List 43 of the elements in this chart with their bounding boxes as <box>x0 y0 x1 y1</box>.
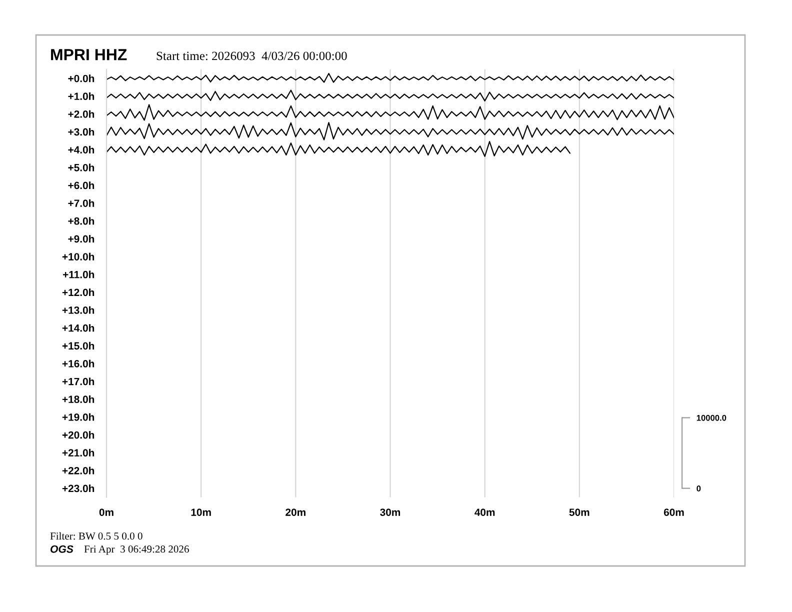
chart-title: MPRI HHZ <box>51 49 127 60</box>
y-tick-label: +4.0h <box>68 146 94 154</box>
y-tick-label: +3.0h <box>68 128 94 136</box>
y2-tick-label: 0 <box>696 486 701 492</box>
y-tick-label: +19.0h <box>62 413 94 421</box>
y-tick-label: +8.0h <box>68 217 94 225</box>
x-tick-label: 60m <box>664 508 684 516</box>
y-tick-label: +22.0h <box>62 466 94 474</box>
x-tick-label: 30m <box>380 508 400 516</box>
line-series <box>106 72 674 83</box>
x-tick-label: 50m <box>569 508 590 516</box>
x-tick-label: 10m <box>191 508 211 516</box>
y-tick-label: +9.0h <box>68 234 94 243</box>
y-tick-label: +2.0h <box>68 110 94 118</box>
y-tick-label: +17.0h <box>62 378 94 386</box>
line-series <box>106 122 674 140</box>
y-tick-label: +20.0h <box>62 431 94 439</box>
text: Filter: BW 0.5 5 0.0 0 <box>50 532 142 540</box>
text: Fri Apr 3 06:49:28 2026 <box>84 546 189 555</box>
y-tick-label: +11.0h <box>62 270 94 278</box>
y-tick-label: +1.0h <box>68 92 94 100</box>
y-tick-label: +0.0h <box>68 74 94 82</box>
line-series <box>106 141 571 157</box>
y-tick-label: +15.0h <box>62 342 94 350</box>
y-tick-label: +6.0h <box>68 181 94 190</box>
x-tick-label: 20m <box>286 508 306 516</box>
line-series <box>106 90 674 102</box>
y-tick-label: +14.0h <box>62 324 94 332</box>
y-tick-label: +7.0h <box>68 199 94 207</box>
y2-tick-label: 10000.0 <box>696 414 726 421</box>
y-tick-label: +21.0h <box>62 448 94 457</box>
y-tick-label: +18.0h <box>62 395 94 404</box>
text: OGS <box>50 545 74 553</box>
y-tick-label: +10.0h <box>62 252 94 260</box>
line-series <box>106 104 674 121</box>
y-tick-label: +23.0h <box>62 484 94 492</box>
y-tick-label: +13.0h <box>62 306 94 314</box>
y-tick-label: +16.0h <box>62 360 94 368</box>
x-tick-label: 0m <box>99 508 114 516</box>
y-tick-label: +12.0h <box>62 288 94 296</box>
y-tick-label: +5.0h <box>68 164 94 172</box>
chart-subtitle: Start time: 2026093 4/03/26 00:00:00 <box>156 52 347 60</box>
x-tick-label: 40m <box>474 508 495 516</box>
